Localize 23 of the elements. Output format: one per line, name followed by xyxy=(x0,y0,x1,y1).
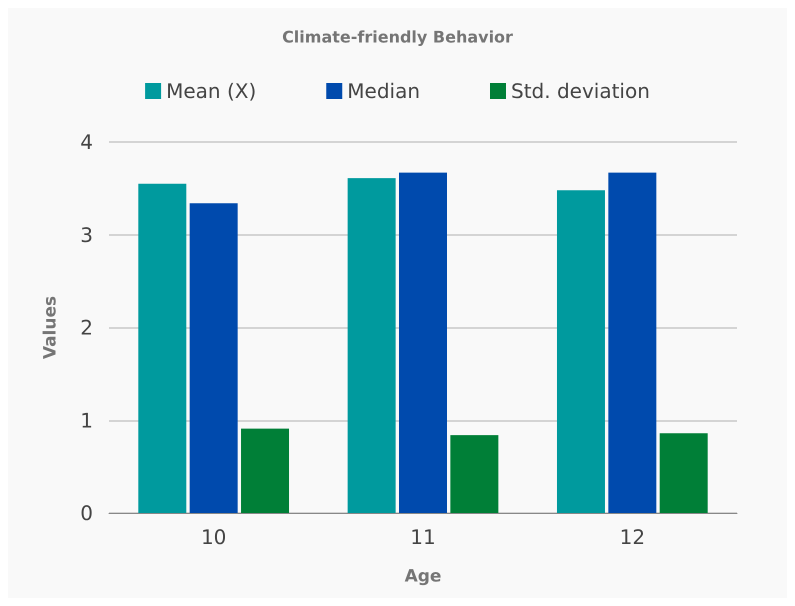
bar xyxy=(608,172,656,513)
chart-title: Climate-friendly Behavior xyxy=(282,28,514,46)
y-tick-label: 0 xyxy=(80,501,93,525)
bar xyxy=(556,190,605,513)
x-tick-label: 11 xyxy=(410,525,436,549)
legend-label: Mean (X) xyxy=(166,79,256,103)
legend-label: Median xyxy=(347,79,420,103)
y-tick-label: 3 xyxy=(80,222,93,247)
bar xyxy=(138,184,186,513)
bar xyxy=(190,203,238,513)
y-tick-label: 4 xyxy=(80,130,93,154)
bar xyxy=(450,435,498,513)
x-axis-title: Age xyxy=(404,566,442,586)
x-tick-label: 10 xyxy=(200,525,226,549)
bar xyxy=(660,433,708,513)
legend-label: Std. deviation xyxy=(510,79,650,103)
y-tick-label: 1 xyxy=(80,408,93,432)
y-axis-title: Values xyxy=(40,296,60,360)
x-tick-label: 12 xyxy=(620,525,646,549)
bar xyxy=(399,172,447,513)
bar xyxy=(241,428,290,513)
y-tick-label: 2 xyxy=(80,316,93,340)
bar xyxy=(348,178,396,513)
